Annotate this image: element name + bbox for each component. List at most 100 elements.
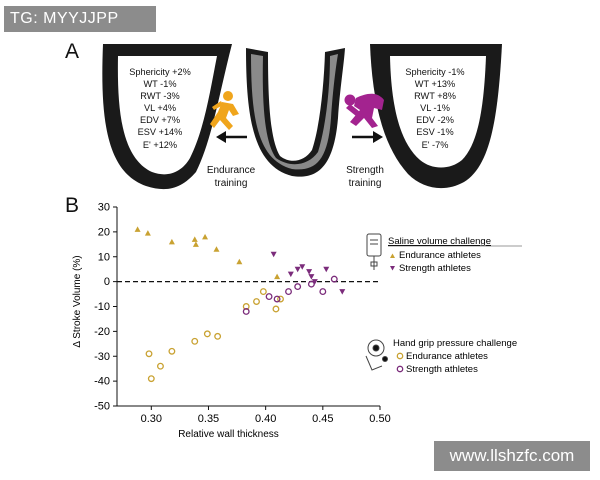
strength-handgrip-point [307, 280, 315, 288]
endurance-saline-point [236, 258, 243, 265]
endurance-handgrip-point [277, 295, 284, 303]
strength-saline-point [270, 251, 277, 258]
endurance-handgrip-point [147, 375, 155, 383]
endurance-handgrip-point [259, 288, 267, 296]
strength-saline-point [308, 274, 315, 280]
y-tick-label: 30 [98, 202, 110, 214]
x-tick-label: 0.35 [198, 413, 219, 425]
weightlifter-icon [344, 93, 384, 128]
panel-a-label: A [65, 40, 80, 63]
endurance-handgrip-point [191, 337, 199, 345]
endurance-saline-point [213, 246, 220, 252]
saline-bag-icon [366, 233, 382, 270]
endurance-handgrip-point [168, 347, 176, 355]
endurance-handgrip-point [253, 298, 260, 305]
y-axis-label: Δ Stroke Volume (%) [72, 255, 83, 347]
y-tick-label: -30 [94, 351, 110, 363]
endurance-stat: EDV +7% [139, 115, 181, 126]
endurance-caption: Endurance training [196, 164, 266, 190]
strength-saline-point [323, 266, 330, 273]
strength-saline-point [294, 266, 301, 273]
saline-legend-strength: Strength athletes [399, 263, 471, 274]
strength-saline-point [306, 269, 313, 275]
strength-handgrip-point [294, 283, 302, 291]
x-tick-label: 0.40 [255, 413, 276, 425]
saline-legend: Saline volume challenge Endurance athlet… [366, 233, 522, 274]
legend-marker-endurance-saline [390, 253, 395, 258]
y-tick-label: -40 [94, 376, 110, 388]
legend-marker-strength-handgrip [396, 365, 404, 373]
strength-stat: WT +13% [414, 79, 456, 90]
strength-stat: Sphericity -1% [405, 67, 465, 77]
strength-saline-point [311, 279, 318, 285]
endurance-stat: VL +4% [143, 103, 177, 114]
handgrip-legend-title: Hand grip pressure challenge [393, 338, 517, 349]
y-tick-label: -10 [94, 301, 110, 313]
strength-caption-line: Strength [346, 165, 384, 176]
strength-stats: Sphericity -1% WT +13% RWT +8% VL -1% ED… [390, 66, 480, 151]
strength-handgrip-point [242, 308, 250, 315]
strength-handgrip-point [330, 275, 338, 283]
x-tick-label: 0.45 [312, 413, 333, 425]
y-tick-label: 20 [98, 226, 110, 238]
endurance-handgrip-point [145, 350, 153, 358]
panel-b-label: B [65, 194, 80, 217]
x-tick-label: 0.50 [369, 413, 390, 425]
strength-handgrip-point [273, 295, 281, 303]
strength-stat: VL -1% [420, 103, 450, 114]
stroke-volume-chart: 30 20 10 0 -10 -20 -30 -40 -50 0.30 0.35 0.40 0.45 0.… [72, 202, 522, 440]
strength-handgrip-point [285, 288, 292, 296]
strength-stat: EDV -2% [416, 115, 454, 126]
endurance-stat: WT -1% [143, 79, 177, 90]
endurance-stat: RWT -3% [140, 91, 180, 102]
endurance-stat: Sphericity +2% [129, 67, 191, 77]
endurance-handgrip-point [157, 362, 164, 370]
endurance-handgrip-point [203, 330, 211, 338]
runner-icon [210, 91, 239, 130]
endurance-stat: ESV +14% [137, 127, 183, 138]
saline-legend-title: Saline volume challenge [388, 236, 491, 247]
endurance-caption-line: Endurance [206, 165, 256, 176]
strength-heart-cavity [390, 56, 486, 168]
watermark-top: TG: MYYJJPP [4, 6, 156, 32]
strength-caption: Strength training [330, 164, 400, 190]
endurance-saline-point [191, 236, 198, 242]
y-tick-label: -20 [94, 326, 110, 338]
arrow-right-icon [352, 131, 383, 143]
endurance-heart-cavity [117, 56, 217, 175]
handgrip-legend-endurance: Endurance athletes [406, 351, 488, 362]
endurance-stat: E' +12% [142, 139, 178, 150]
endurance-saline-point [144, 230, 151, 236]
handgrip-legend-strength: Strength athletes [406, 364, 478, 375]
strength-handgrip-point [265, 293, 273, 300]
handgrip-legend: Hand grip pressure challenge Endurance a… [365, 338, 517, 375]
y-tick-label: -50 [94, 401, 110, 413]
strength-handgrip-point [319, 288, 327, 296]
strength-stat: ESV -1% [416, 127, 454, 138]
x-axis-label: Relative wall thickness [178, 429, 279, 440]
panel-a-illustration [102, 44, 502, 190]
strength-caption-line: training [348, 178, 382, 189]
y-tick-label: 0 [104, 276, 110, 288]
legend-marker-endurance-handgrip [396, 352, 404, 360]
handgrip-gauge-icon [365, 339, 388, 371]
legend-marker-strength-saline [390, 266, 395, 271]
strength-stat: RWT +8% [414, 91, 456, 102]
endurance-saline-point [134, 226, 141, 232]
y-tick-label: 10 [98, 251, 110, 263]
endurance-caption-line: training [214, 178, 248, 189]
endurance-handgrip-point [214, 332, 222, 340]
endurance-saline-point [202, 233, 209, 240]
watermark-bottom: www.llshzfc.com [434, 441, 590, 471]
strength-saline-point [339, 289, 346, 295]
endurance-saline-point [274, 273, 281, 280]
strength-saline-point [299, 264, 306, 270]
baseline-heart-inner [251, 54, 338, 170]
saline-legend-endurance: Endurance athletes [399, 250, 481, 261]
endurance-saline-point [192, 241, 199, 247]
x-tick-label: 0.30 [141, 413, 162, 425]
arrow-left-icon [216, 131, 247, 143]
endurance-stats: Sphericity +2% WT -1% RWT -3% VL +4% EDV… [115, 66, 205, 151]
endurance-saline-point [168, 238, 175, 245]
strength-stat: E' -7% [421, 139, 449, 150]
